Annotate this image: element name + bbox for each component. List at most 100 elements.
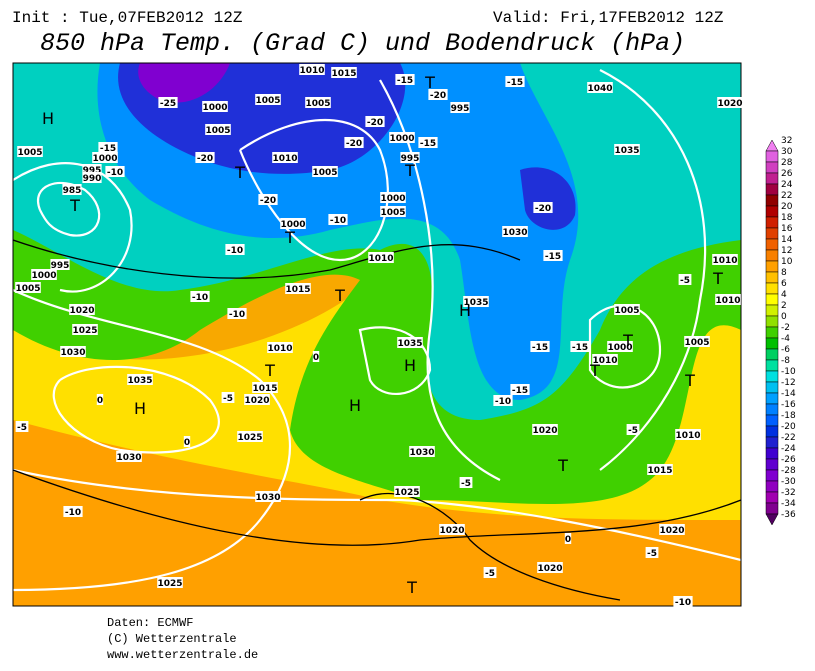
- pressure-center: T: [424, 73, 435, 92]
- contour-label: -20: [430, 91, 446, 101]
- label-box: [127, 374, 153, 385]
- colorbar-label: 32: [781, 136, 792, 146]
- contour-label: 0: [565, 535, 571, 545]
- colorbar-label: -12: [781, 378, 796, 388]
- label-box: [98, 142, 118, 153]
- colorbar-label: -6: [781, 345, 790, 355]
- contour-label: 1020: [717, 99, 742, 109]
- colorbar-label: -18: [781, 411, 796, 421]
- pressure-center: T: [406, 578, 417, 597]
- label-box: [439, 524, 465, 535]
- contour-label: 1025: [157, 579, 182, 589]
- pressure-center: T: [622, 331, 633, 350]
- label-box: [72, 324, 98, 335]
- colorbar-swatch: [765, 381, 779, 394]
- contour-label: -5: [461, 479, 471, 489]
- colorbar-label: 30: [781, 147, 793, 157]
- label-box: [285, 283, 311, 294]
- contour-label: 1020: [537, 564, 562, 574]
- contour-label: -5: [485, 569, 495, 579]
- contour-label: 1005: [312, 168, 337, 178]
- contour-label: -10: [192, 293, 208, 303]
- colorbar-label: 24: [781, 180, 793, 190]
- pressure-center: T: [557, 456, 568, 475]
- colorbar-label: -2: [781, 323, 790, 333]
- colorbar-label: -22: [781, 433, 796, 443]
- colorbar-swatch: [765, 194, 779, 207]
- contour-label: 995: [401, 154, 420, 164]
- colorbar-swatch: [765, 216, 779, 229]
- contour-label: 1005: [684, 338, 709, 348]
- pressure-center: H: [349, 396, 361, 415]
- contour-label: 995: [451, 104, 470, 114]
- label-box: [17, 146, 43, 157]
- contour-label: 1015: [285, 285, 310, 295]
- colorbar-swatch: [765, 238, 779, 251]
- label-box: [312, 351, 320, 362]
- contour-label: 1010: [272, 154, 297, 164]
- contour-label: -25: [160, 99, 176, 109]
- init-time: Init : Tue,07FEB2012 12Z: [12, 9, 243, 27]
- contour-label: 1005: [614, 306, 639, 316]
- label-box: [92, 152, 118, 163]
- label-box: [418, 137, 438, 148]
- label-box: [537, 562, 563, 573]
- label-box: [626, 424, 640, 435]
- label-box: [305, 97, 331, 108]
- contour-label: -15: [572, 343, 588, 353]
- contour-label: 1035: [614, 146, 639, 156]
- contour-label: -5: [17, 423, 27, 433]
- colorbar-label: -10: [781, 367, 796, 377]
- colorbar-label: -4: [781, 334, 790, 344]
- label-box: [570, 341, 590, 352]
- contour-label: -20: [367, 118, 383, 128]
- label-box: [684, 336, 710, 347]
- colorbar-swatch: [765, 425, 779, 438]
- label-box: [272, 152, 298, 163]
- label-box: [645, 547, 659, 558]
- colorbar-label: 22: [781, 191, 792, 201]
- colorbar-label: -8: [781, 356, 790, 366]
- contour-label: 1005: [305, 99, 330, 109]
- contour-label: -20: [346, 139, 362, 149]
- label-box: [237, 431, 263, 442]
- label-box: [533, 202, 553, 213]
- contour-label: 1035: [463, 298, 488, 308]
- colorbar-swatch: [765, 502, 779, 515]
- colorbar-swatch: [765, 480, 779, 493]
- contour-label: 0: [184, 438, 190, 448]
- label-box: [328, 214, 348, 225]
- contour-label: 995: [51, 261, 70, 271]
- label-box: [183, 436, 191, 447]
- label-box: [647, 464, 673, 475]
- pressure-center: H: [134, 399, 146, 418]
- contour-label: 1025: [394, 488, 419, 498]
- colorbar-swatch: [765, 326, 779, 339]
- label-box: [244, 394, 270, 405]
- contour-label: 1000: [280, 220, 305, 230]
- colorbar-swatch: [765, 458, 779, 471]
- colorbar-swatch: [765, 227, 779, 240]
- footer-line: www.wetterzentrale.de: [107, 648, 258, 662]
- label-box: [158, 97, 178, 108]
- label-box: [614, 304, 640, 315]
- colorbar-swatch: [765, 315, 779, 328]
- contour-label: 1010: [368, 254, 393, 264]
- contour-label: 1030: [116, 453, 141, 463]
- label-box: [312, 166, 338, 177]
- contour-label: 1010: [712, 256, 737, 266]
- contour-label: -15: [420, 139, 436, 149]
- colorbar-label: 4: [781, 290, 787, 300]
- contour-label: -5: [628, 426, 638, 436]
- contour-label: 1010: [592, 356, 617, 366]
- colorbar-swatch: [765, 359, 779, 372]
- colorbar-label: -24: [781, 444, 796, 454]
- contour-label: 1015: [252, 384, 277, 394]
- valid-time: Valid: Fri,17FEB2012 12Z: [493, 9, 724, 27]
- contour-label: 1015: [647, 466, 672, 476]
- colorbar-label: -28: [781, 466, 796, 476]
- pressure-center: T: [712, 269, 723, 288]
- colorbar-swatch: [765, 392, 779, 405]
- label-box: [255, 94, 281, 105]
- contour-label: 1005: [15, 284, 40, 294]
